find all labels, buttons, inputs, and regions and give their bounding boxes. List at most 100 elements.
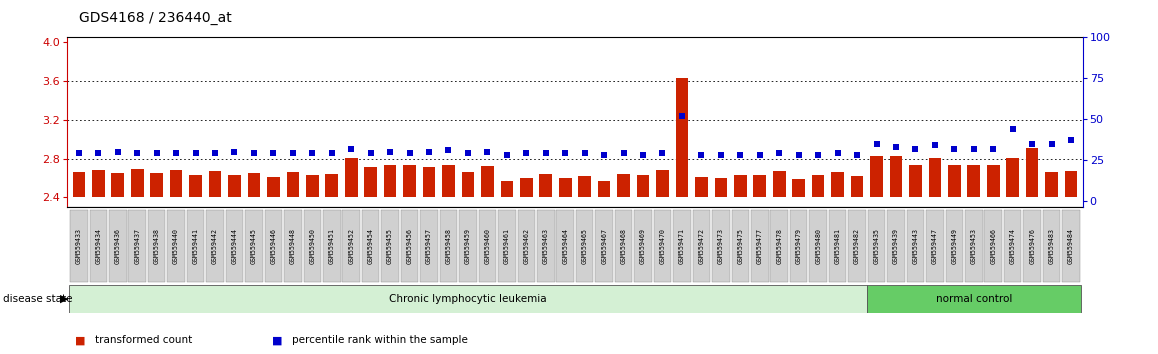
Point — [303, 150, 322, 156]
Point — [147, 150, 166, 156]
Bar — [637, 175, 650, 198]
Bar — [792, 179, 805, 198]
Text: GSM559461: GSM559461 — [504, 228, 510, 264]
Text: GSM559464: GSM559464 — [563, 228, 569, 264]
FancyBboxPatch shape — [654, 210, 672, 282]
FancyBboxPatch shape — [537, 210, 555, 282]
Point — [770, 150, 789, 156]
FancyBboxPatch shape — [381, 210, 398, 282]
Bar — [657, 170, 669, 198]
Point — [576, 150, 594, 156]
FancyBboxPatch shape — [109, 210, 126, 282]
FancyBboxPatch shape — [1043, 210, 1061, 282]
Bar — [442, 165, 455, 198]
Text: GSM559476: GSM559476 — [1029, 228, 1035, 264]
Point — [109, 149, 127, 155]
Text: GSM559446: GSM559446 — [270, 228, 277, 264]
Text: GSM559434: GSM559434 — [95, 228, 101, 264]
Bar — [423, 167, 435, 198]
Point — [459, 150, 477, 156]
Point — [206, 150, 225, 156]
Point — [342, 146, 360, 152]
Text: GSM559462: GSM559462 — [523, 228, 529, 264]
Text: GSM559484: GSM559484 — [1068, 228, 1075, 264]
Text: GSM559441: GSM559441 — [192, 228, 198, 264]
Text: GSM559472: GSM559472 — [698, 228, 704, 264]
FancyBboxPatch shape — [206, 210, 223, 282]
FancyBboxPatch shape — [829, 210, 846, 282]
Bar — [208, 171, 221, 198]
Point — [186, 150, 205, 156]
Point — [556, 150, 574, 156]
Point — [965, 146, 983, 152]
FancyBboxPatch shape — [887, 210, 904, 282]
Point — [633, 152, 652, 158]
Text: normal control: normal control — [936, 294, 1012, 304]
Point — [536, 150, 555, 156]
FancyBboxPatch shape — [343, 210, 360, 282]
Bar — [1006, 158, 1019, 198]
Point — [731, 152, 749, 158]
Text: ▶: ▶ — [60, 294, 68, 304]
FancyBboxPatch shape — [148, 210, 166, 282]
FancyBboxPatch shape — [420, 210, 438, 282]
Bar — [967, 165, 980, 198]
FancyBboxPatch shape — [71, 210, 88, 282]
FancyBboxPatch shape — [265, 210, 283, 282]
Bar — [831, 172, 844, 198]
Text: GSM559453: GSM559453 — [970, 228, 977, 264]
Point — [595, 152, 614, 158]
FancyBboxPatch shape — [965, 210, 982, 282]
Point — [516, 150, 535, 156]
Point — [673, 113, 691, 119]
Text: GSM559445: GSM559445 — [251, 228, 257, 264]
FancyBboxPatch shape — [576, 210, 593, 282]
Point — [984, 146, 1003, 152]
Bar — [481, 166, 493, 198]
Bar — [170, 170, 183, 198]
Text: GSM559470: GSM559470 — [660, 228, 666, 264]
Bar — [889, 156, 902, 198]
Bar — [365, 167, 378, 198]
Bar — [248, 173, 261, 198]
Point — [790, 152, 808, 158]
Text: GSM559433: GSM559433 — [75, 228, 82, 264]
FancyBboxPatch shape — [849, 210, 866, 282]
Text: GSM559475: GSM559475 — [738, 228, 743, 264]
Bar — [325, 174, 338, 198]
Bar — [675, 78, 688, 198]
Bar — [559, 178, 572, 198]
Point — [419, 149, 438, 155]
Text: GSM559458: GSM559458 — [446, 228, 452, 264]
Point — [945, 146, 963, 152]
Text: GSM559469: GSM559469 — [640, 228, 646, 264]
FancyBboxPatch shape — [89, 210, 107, 282]
Point — [615, 150, 633, 156]
Text: ■: ■ — [272, 335, 283, 345]
Text: GSM559471: GSM559471 — [679, 228, 684, 264]
Point — [828, 150, 846, 156]
Text: GSM559463: GSM559463 — [543, 228, 549, 264]
Bar — [73, 172, 86, 198]
Text: transformed count: transformed count — [95, 335, 192, 345]
Text: disease state: disease state — [3, 294, 73, 304]
Text: GSM559467: GSM559467 — [601, 228, 607, 264]
Bar — [929, 158, 941, 198]
Point — [1062, 137, 1080, 143]
FancyBboxPatch shape — [595, 210, 613, 282]
Text: GSM559466: GSM559466 — [990, 228, 996, 264]
Bar — [695, 177, 708, 198]
Text: GSM559479: GSM559479 — [796, 228, 801, 264]
Point — [1004, 126, 1023, 132]
Text: GSM559460: GSM559460 — [484, 228, 490, 264]
FancyBboxPatch shape — [518, 210, 535, 282]
Text: GSM559447: GSM559447 — [932, 228, 938, 264]
Bar — [383, 165, 396, 198]
Point — [653, 150, 672, 156]
Text: Chronic lymphocytic leukemia: Chronic lymphocytic leukemia — [389, 294, 547, 304]
Point — [244, 150, 263, 156]
Text: GSM559459: GSM559459 — [466, 228, 471, 264]
FancyBboxPatch shape — [440, 210, 457, 282]
Text: ■: ■ — [75, 335, 86, 345]
Text: GSM559482: GSM559482 — [855, 228, 860, 264]
